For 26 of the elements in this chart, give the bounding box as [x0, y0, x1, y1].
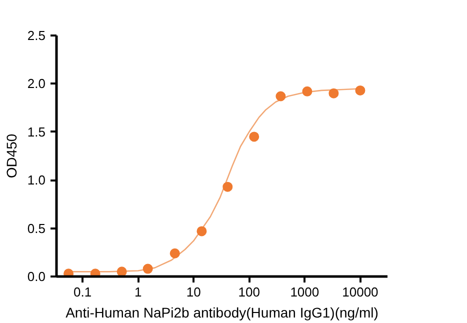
x-axis-title: Anti-Human NaPi2b antibody(Human IgG1)(ng/ml) — [66, 304, 378, 320]
y-tick-label: 0.0 — [27, 269, 46, 284]
y-tick-label: 0.5 — [27, 220, 46, 236]
x-tick-label: 100 — [238, 284, 260, 300]
point — [355, 85, 366, 96]
point — [116, 266, 127, 276]
x-tick-label: 0.1 — [73, 284, 92, 300]
point — [64, 268, 74, 276]
point — [302, 86, 312, 96]
x-tick-label: 1000 — [290, 284, 320, 300]
x-tick-label: 10 — [186, 284, 201, 300]
y-tick-label: 2.0 — [27, 76, 46, 92]
x-tick-label: 1 — [134, 284, 142, 300]
y-tick-label: 1.5 — [27, 124, 46, 140]
y-axis-title: OD450 — [3, 134, 20, 178]
point — [196, 226, 207, 236]
point — [222, 182, 233, 192]
point — [90, 268, 100, 276]
point — [276, 91, 286, 102]
point — [170, 248, 180, 258]
point — [142, 264, 153, 274]
y-tick-label: 2.5 — [27, 28, 46, 43]
point — [328, 88, 339, 98]
x-tick-label: 10000 — [342, 284, 378, 300]
point — [249, 132, 260, 142]
y-tick-label: 1.0 — [27, 172, 46, 188]
